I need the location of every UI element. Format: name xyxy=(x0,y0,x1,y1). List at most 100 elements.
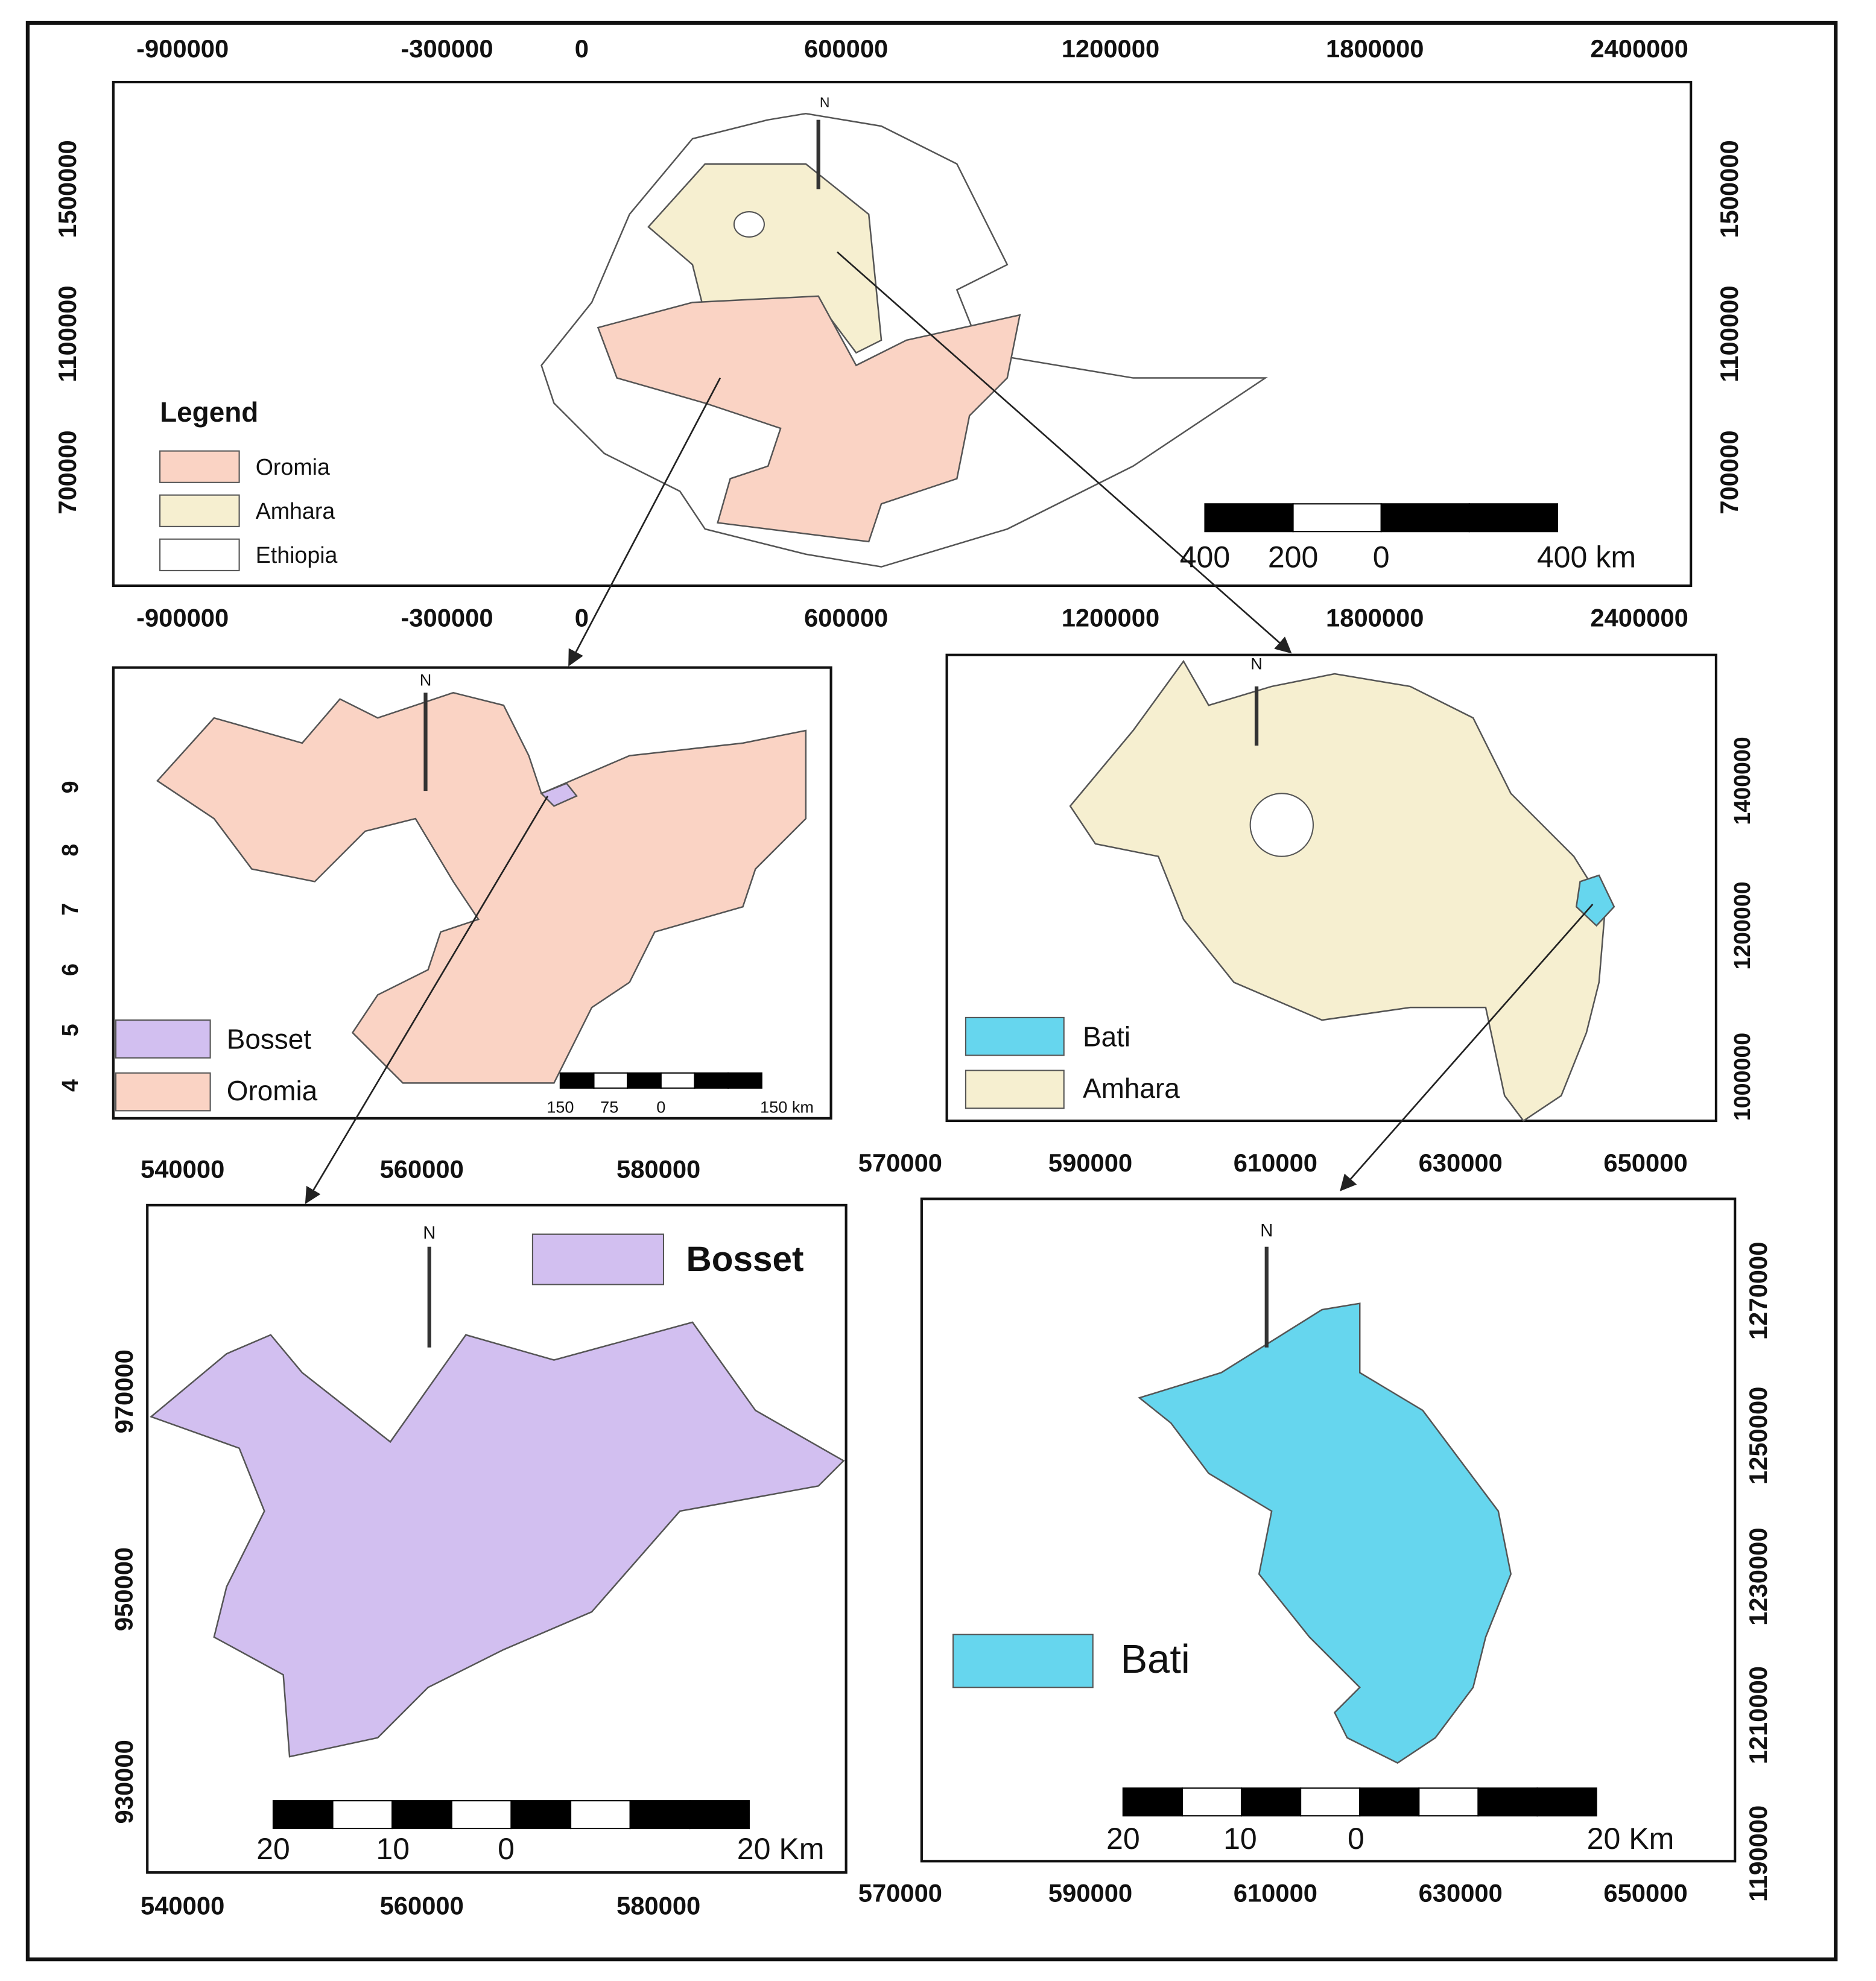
axis-label: 1200000 xyxy=(1729,881,1755,969)
axis-label: 1500000 xyxy=(53,140,81,238)
legend-label: Ethiopia xyxy=(256,542,338,568)
legend-swatch xyxy=(115,1019,211,1059)
axis-label: 1800000 xyxy=(1326,34,1424,63)
connector-arrow xyxy=(837,251,1292,654)
axis-label: 600000 xyxy=(804,603,888,632)
legend-label: Bati xyxy=(1121,1637,1190,1682)
axis-label: 930000 xyxy=(110,1740,138,1824)
axis-label: 6 xyxy=(57,963,83,976)
scale-bar-segment xyxy=(1536,1787,1597,1817)
connector-arrow xyxy=(305,795,549,1205)
scale-bar-label: 150 xyxy=(547,1097,574,1116)
scale-bar-label: 0 xyxy=(1348,1822,1364,1856)
axis-label: -300000 xyxy=(401,34,493,63)
scale-bar-label: 20 xyxy=(1106,1822,1140,1856)
axis-label: 8 xyxy=(57,844,83,857)
scale-bar-label: 10 xyxy=(1223,1822,1257,1856)
axis-label: 2400000 xyxy=(1590,34,1688,63)
scale-bar-segment xyxy=(391,1800,452,1830)
axis-label: 610000 xyxy=(1234,1149,1317,1177)
scale-bar-label: 400 xyxy=(1180,540,1231,574)
axis-label: 950000 xyxy=(110,1547,138,1631)
axis-label: 5 xyxy=(57,1024,83,1036)
axis-label: 970000 xyxy=(110,1349,138,1433)
scale-bar-segment xyxy=(689,1800,750,1830)
oromia-shape xyxy=(597,295,1021,543)
legend-label: Bosset xyxy=(686,1240,804,1279)
scale-bar-label: 150 km xyxy=(760,1097,814,1116)
legend-label: Bati xyxy=(1083,1021,1130,1052)
legend-swatch xyxy=(159,494,240,527)
bosset-frame xyxy=(146,1203,848,1874)
scale-bar-segment xyxy=(272,1800,334,1830)
axis-label: 1190000 xyxy=(1744,1805,1772,1902)
scale-bar-segment xyxy=(1292,503,1382,533)
bosset-shape xyxy=(540,782,578,807)
scale-bar-label: 10 xyxy=(376,1832,410,1866)
axis-label: 4 xyxy=(57,1079,83,1092)
outer-border xyxy=(25,21,1838,1962)
axis-label: 1500000 xyxy=(1715,140,1743,238)
axis-label: 1270000 xyxy=(1744,1242,1772,1340)
north-label: N xyxy=(820,95,830,110)
scale-bar-label: 0 xyxy=(656,1097,665,1116)
axis-label: -900000 xyxy=(136,603,229,632)
axis-label: 630000 xyxy=(1419,1879,1503,1907)
north-label: N xyxy=(1260,1221,1273,1240)
ethiopia-frame xyxy=(112,80,1693,588)
legend-swatch xyxy=(159,450,240,483)
axis-label: 7 xyxy=(57,903,83,916)
scale-bar-segment xyxy=(593,1072,629,1089)
axis-label: 1400000 xyxy=(1729,737,1755,825)
scale-bar-label: 20 Km xyxy=(737,1832,825,1866)
north-label: N xyxy=(423,1224,436,1243)
axis-label: 570000 xyxy=(858,1879,942,1907)
axis-label: 1100000 xyxy=(1715,285,1743,382)
axis-label: 2400000 xyxy=(1590,603,1688,632)
axis-label: 540000 xyxy=(141,1155,224,1184)
north-label: N xyxy=(420,671,432,689)
scale-bar-label: 400 km xyxy=(1537,540,1636,574)
axis-label: 700000 xyxy=(53,430,81,514)
scale-bar-label: 0 xyxy=(498,1832,515,1866)
axis-label: -900000 xyxy=(136,34,229,63)
oromia-shape xyxy=(156,692,807,1084)
scale-bar-segment xyxy=(451,1800,512,1830)
legend-label: Amhara xyxy=(1083,1073,1180,1104)
scale-bar-segment xyxy=(1477,1787,1538,1817)
connector-arrow xyxy=(568,377,721,667)
scale-bar-segment xyxy=(660,1072,696,1089)
scale-bar-label: 20 Km xyxy=(1587,1822,1675,1856)
legend-swatch xyxy=(952,1634,1094,1688)
axis-label: 580000 xyxy=(616,1155,700,1184)
axis-label: 540000 xyxy=(141,1892,224,1920)
axis-label: 0 xyxy=(575,34,589,63)
legend-label: Oromia xyxy=(227,1075,318,1106)
scale-bar-segment xyxy=(1380,503,1470,533)
scale-bar-segment xyxy=(1418,1787,1479,1817)
legend-label: Oromia xyxy=(256,454,330,480)
axis-label: 1210000 xyxy=(1744,1666,1772,1764)
scale-bar-segment xyxy=(1181,1787,1243,1817)
legend-swatch xyxy=(531,1233,665,1285)
scale-bar-segment xyxy=(510,1800,572,1830)
scale-bar-label: 20 xyxy=(256,1832,290,1866)
scale-bar-segment xyxy=(1204,503,1294,533)
legend-label: Amhara xyxy=(256,498,335,524)
scale-bar-label: 0 xyxy=(1373,540,1390,574)
legend-label: Bosset xyxy=(227,1024,312,1055)
axis-label: 1200000 xyxy=(1062,603,1159,632)
lake xyxy=(733,211,765,238)
axis-label: 590000 xyxy=(1048,1879,1132,1907)
scale-bar-label: 75 xyxy=(600,1097,618,1116)
axis-label: 700000 xyxy=(1715,430,1743,514)
bati-frame xyxy=(920,1197,1737,1863)
scale-bar-segment xyxy=(332,1800,393,1830)
scale-bar-segment xyxy=(627,1072,662,1089)
axis-label: 1230000 xyxy=(1744,1527,1772,1625)
scale-bar-segment xyxy=(1468,503,1558,533)
connector-arrow xyxy=(1340,904,1594,1191)
axis-label: 0 xyxy=(575,603,589,632)
scale-bar-segment xyxy=(1122,1787,1183,1817)
